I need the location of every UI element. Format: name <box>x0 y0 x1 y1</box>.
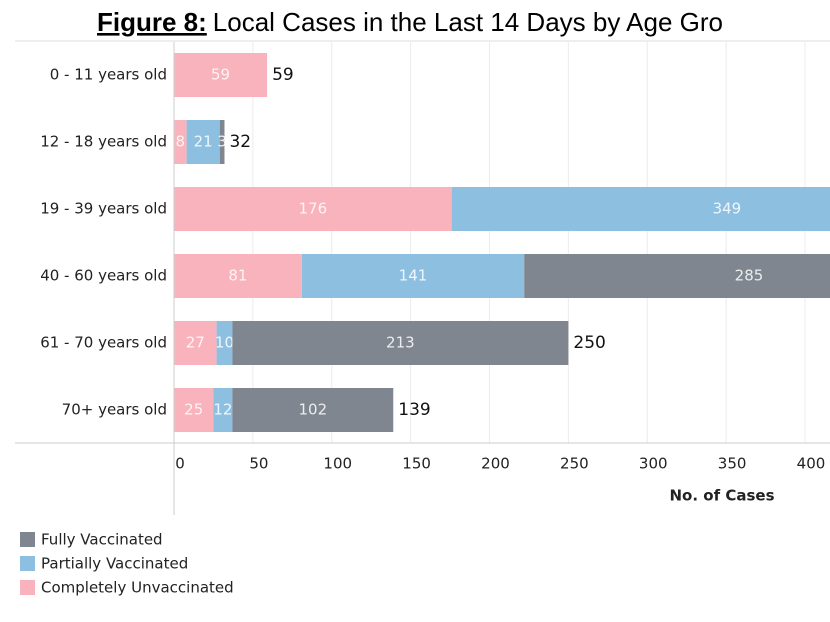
bar-segment <box>213 388 233 432</box>
segment-label: 59 <box>211 66 230 84</box>
bar-segment <box>174 53 268 97</box>
bar-segment <box>174 254 302 298</box>
chart-title: Figure 8: Local Cases in the Last 14 Days… <box>97 7 723 37</box>
x-tick-label: 200 <box>481 455 510 473</box>
legend-label: Fully Vaccinated <box>41 531 163 549</box>
y-tick-label: 61 - 70 years old <box>40 334 167 352</box>
segment-label: 27 <box>186 334 205 352</box>
y-tick-label: 70+ years old <box>62 401 167 419</box>
bar-segment <box>174 120 187 164</box>
total-label: 59 <box>272 65 294 85</box>
bar-segment <box>174 321 217 365</box>
legend-swatch <box>20 580 35 595</box>
bar-segment <box>524 254 830 298</box>
total-label: 139 <box>398 400 430 420</box>
bar-segment <box>232 388 394 432</box>
y-tick-label: 0 - 11 years old <box>50 66 167 84</box>
segment-label: 21 <box>194 133 213 151</box>
y-tick-label: 12 - 18 years old <box>40 133 167 151</box>
bar-segment <box>301 254 525 298</box>
total-label: 32 <box>229 132 251 152</box>
segment-label: 141 <box>399 267 428 285</box>
legend-label: Completely Unvaccinated <box>41 579 234 597</box>
segment-label: 8 <box>176 133 186 151</box>
segment-label: 3 <box>217 133 227 151</box>
bar-segment <box>219 120 225 164</box>
segment-label: 25 <box>184 401 203 419</box>
x-tick-label: 0 <box>175 455 185 473</box>
y-tick-label: 40 - 60 years old <box>40 267 167 285</box>
segment-label: 81 <box>228 267 247 285</box>
x-tick-label: 150 <box>402 455 431 473</box>
bar-segment <box>232 321 569 365</box>
title-text: Local Cases in the Last 14 Days by Age G… <box>213 7 723 37</box>
total-label: 250 <box>573 333 605 353</box>
bar-segment <box>174 388 214 432</box>
x-tick-label: 350 <box>718 455 747 473</box>
segment-label: 176 <box>298 200 327 218</box>
bar-segment <box>186 120 220 164</box>
segment-label: 102 <box>298 401 327 419</box>
x-tick-label: 400 <box>797 455 826 473</box>
y-tick-label: 19 - 39 years old <box>40 200 167 218</box>
segment-label: 10 <box>215 334 234 352</box>
figure-label: Figure 8: <box>97 7 207 37</box>
segment-label: 349 <box>713 200 742 218</box>
x-axis-label: No. of Cases <box>670 487 775 505</box>
x-tick-label: 250 <box>560 455 589 473</box>
x-tick-label: 100 <box>323 455 352 473</box>
segment-label: 213 <box>386 334 415 352</box>
bar-segment <box>451 187 830 231</box>
bar-segment <box>216 321 233 365</box>
segment-label: 12 <box>213 401 232 419</box>
legend-swatch <box>20 556 35 571</box>
grid <box>173 42 806 443</box>
bar-segment <box>174 187 452 231</box>
x-tick-label: 300 <box>639 455 668 473</box>
legend-swatch <box>20 532 35 547</box>
x-tick-label: 50 <box>249 455 268 473</box>
segment-label: 285 <box>735 267 764 285</box>
legend-label: Partially Vaccinated <box>41 555 188 573</box>
